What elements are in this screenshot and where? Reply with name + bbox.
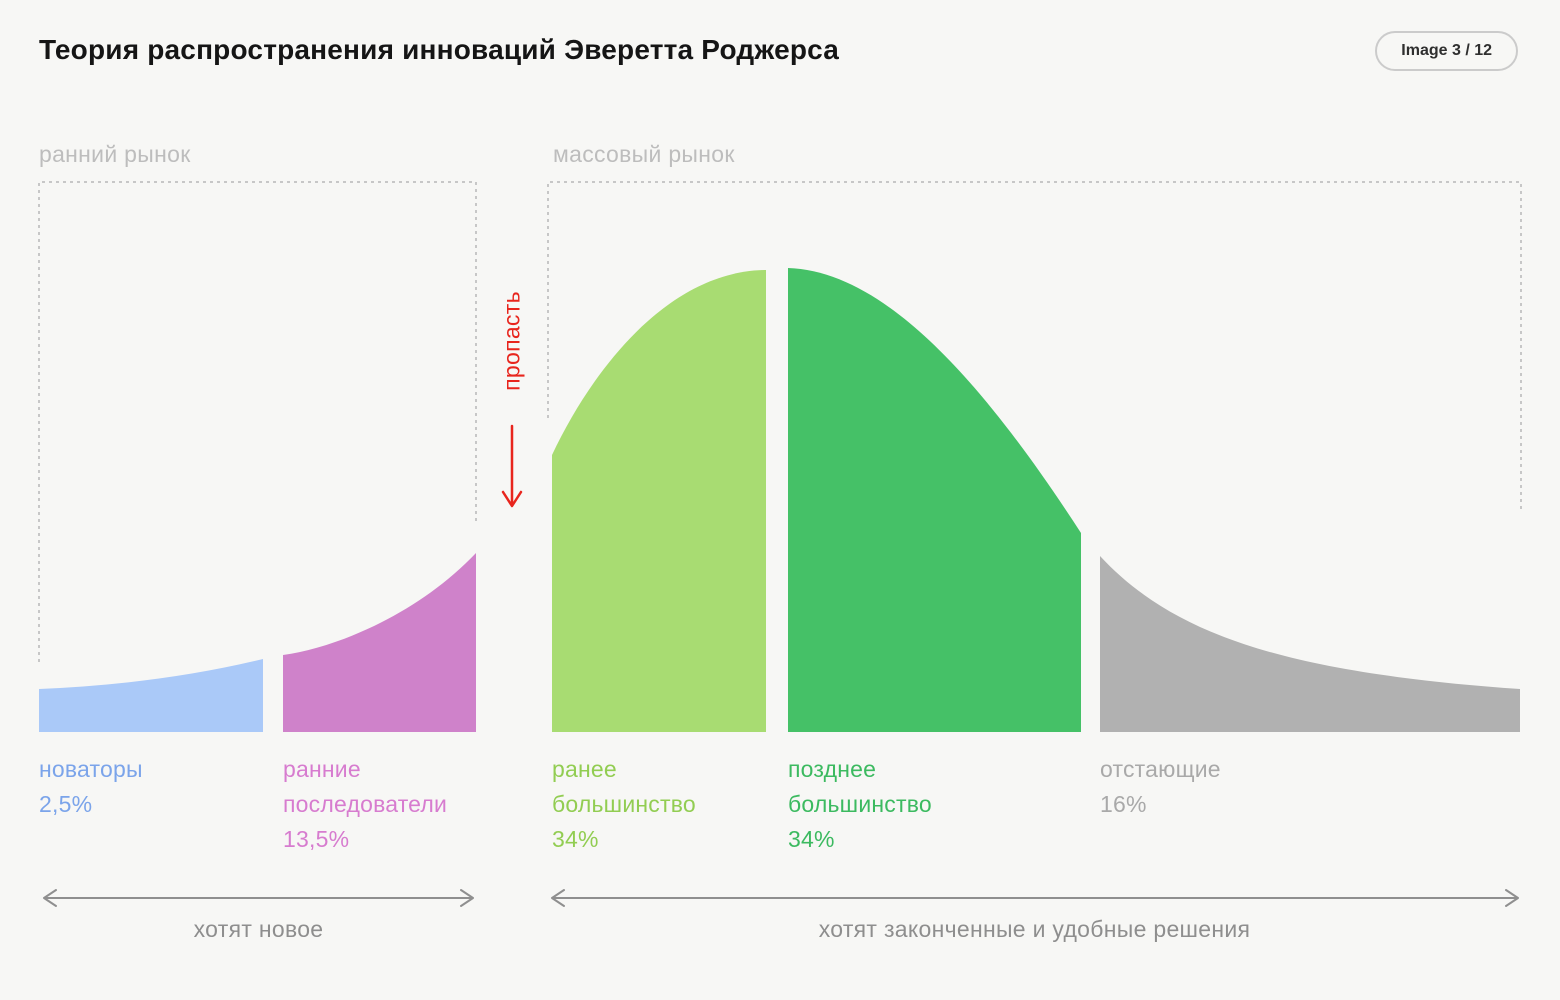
segment-value: 13,5% — [283, 826, 350, 852]
early-market-axis-label: хотят новое — [193, 916, 324, 942]
chasm-arrow — [501, 424, 523, 508]
mass-market-axis-arrow — [551, 889, 1519, 907]
segment-name: ранее большинство — [552, 756, 696, 817]
early-market-axis-arrow — [43, 889, 474, 907]
segment-label-early-adopters: ранние последователи 13,5% — [283, 752, 498, 857]
segment-label-early-majority: ранее большинство 34% — [552, 752, 742, 857]
laggards-curve — [1100, 556, 1520, 732]
segment-value: 34% — [788, 826, 835, 852]
segment-name: ранние последователи — [283, 756, 448, 817]
segment-label-laggards: отстающие 16% — [1100, 752, 1221, 822]
early-majority-curve — [552, 270, 766, 732]
image-counter-badge[interactable]: Image 3 / 12 — [1375, 31, 1518, 71]
mass-market-axis-label: хотят законченные и удобные решения — [818, 916, 1251, 942]
segment-value: 16% — [1100, 791, 1147, 817]
segment-name: позднее большинство — [788, 756, 932, 817]
early-market-label: ранний рынок — [39, 141, 191, 167]
segment-value: 2,5% — [39, 791, 93, 817]
late-majority-curve — [788, 268, 1081, 732]
segment-value: 34% — [552, 826, 599, 852]
innovators-curve — [39, 659, 263, 732]
segment-name: новаторы — [39, 756, 143, 782]
segment-label-innovators: новаторы 2,5% — [39, 752, 143, 822]
chasm-label: пропасть — [498, 291, 525, 391]
early-adopters-curve — [283, 553, 476, 732]
early-market-dashed-box — [38, 181, 477, 662]
mass-market-label: массовый рынок — [553, 141, 735, 167]
segment-label-late-majority: позднее большинство 34% — [788, 752, 978, 857]
segment-name: отстающие — [1100, 756, 1221, 782]
page-title: Теория распространения инноваций Эверетт… — [39, 34, 840, 65]
mass-market-dashed-box — [547, 181, 1522, 513]
